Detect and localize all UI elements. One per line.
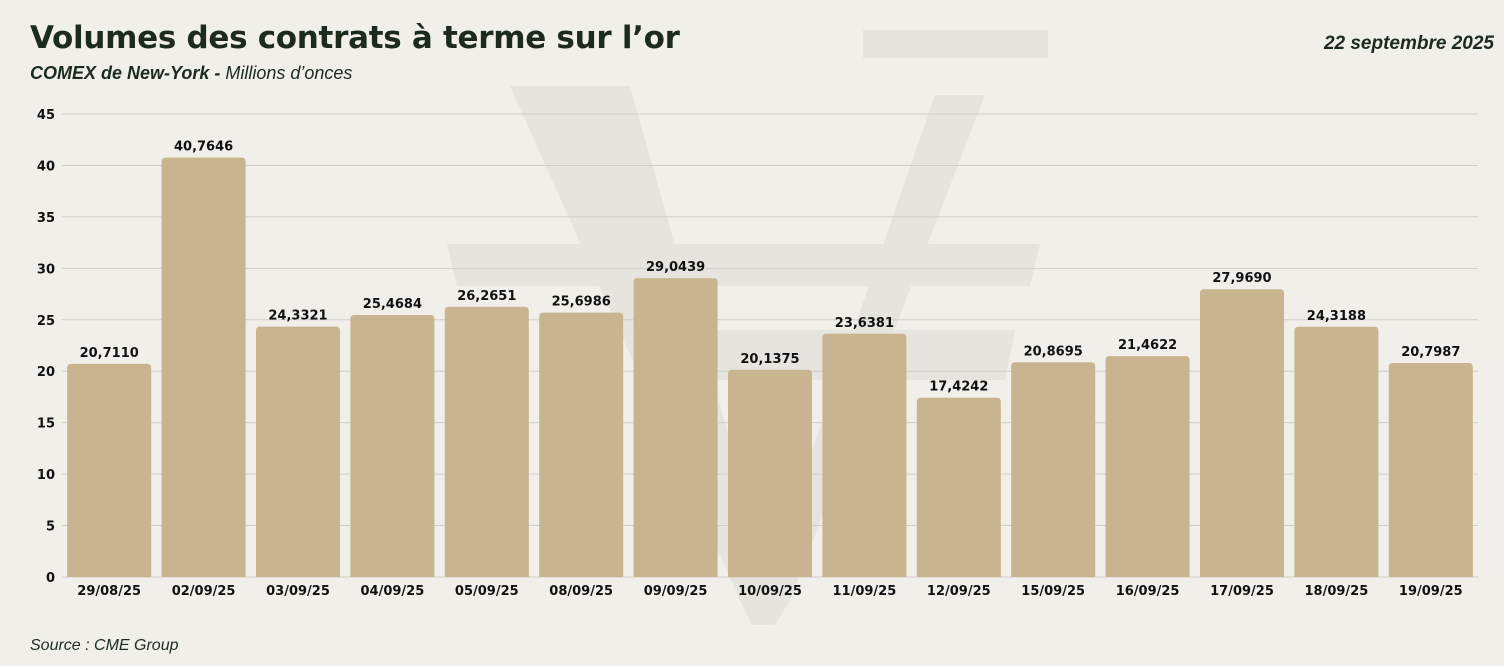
x-tick-label: 29/08/25 — [77, 584, 141, 599]
x-axis-ticks: 29/08/25 02/09/25 03/09/25 04/09/25 05/09/25… — [77, 584, 1462, 599]
bar — [67, 363, 152, 577]
data-label: 20,8695 — [1024, 344, 1083, 359]
data-label: 20,7987 — [1401, 345, 1460, 360]
data-label: 27,9690 — [1212, 271, 1271, 286]
bar — [539, 312, 624, 577]
report-date: 22 septembre 2025 — [1323, 33, 1494, 54]
bars — [67, 157, 1473, 577]
x-tick-label: 19/09/25 — [1399, 584, 1463, 599]
data-label: 25,6986 — [552, 295, 611, 310]
data-label: 20,1375 — [740, 352, 799, 367]
chart-subtitle: COMEX de New-York - Millions d’onces — [30, 63, 352, 84]
y-axis-ticks: 0 5 10 15 20 25 30 35 40 45 — [37, 108, 55, 586]
y-tick-label: 25 — [37, 314, 55, 329]
x-tick-label: 15/09/25 — [1021, 584, 1085, 599]
source-note: Source : CME Group — [30, 637, 179, 654]
subtitle-unit: Millions d’onces — [220, 63, 353, 83]
data-labels: 20,7110 40,7646 24,3321 25,4684 26,2651 25,69… — [80, 140, 1461, 395]
data-label: 25,4684 — [363, 297, 422, 312]
bar — [161, 157, 246, 577]
x-tick-label: 02/09/25 — [172, 584, 236, 599]
bar — [255, 326, 341, 577]
data-label: 21,4622 — [1118, 338, 1177, 353]
data-label: 26,2651 — [457, 289, 516, 304]
subtitle-market: COMEX de New-York - — [30, 63, 221, 83]
bar — [1294, 326, 1379, 577]
bar — [822, 333, 907, 577]
bar — [444, 306, 529, 577]
y-tick-label: 35 — [37, 211, 55, 226]
y-tick-label: 10 — [37, 468, 55, 483]
x-tick-label: 03/09/25 — [266, 584, 330, 599]
bar — [350, 314, 435, 577]
bar — [1011, 362, 1096, 577]
bar — [1388, 363, 1473, 577]
x-tick-label: 18/09/25 — [1305, 584, 1369, 599]
bar — [727, 369, 813, 577]
data-label: 24,3321 — [268, 309, 327, 324]
x-tick-label: 05/09/25 — [455, 584, 519, 599]
y-tick-label: 20 — [37, 365, 55, 380]
y-tick-label: 30 — [37, 262, 55, 277]
x-tick-label: 10/09/25 — [738, 584, 802, 599]
data-label: 40,7646 — [174, 140, 233, 155]
data-label: 29,0439 — [646, 260, 705, 275]
x-tick-label: 11/09/25 — [833, 584, 897, 599]
x-tick-label: 04/09/25 — [361, 584, 425, 599]
y-tick-label: 5 — [46, 520, 55, 535]
x-tick-label: 09/09/25 — [644, 584, 708, 599]
y-tick-label: 40 — [37, 159, 55, 174]
x-tick-label: 08/09/25 — [549, 584, 613, 599]
bar — [916, 397, 1001, 577]
bar — [633, 278, 718, 577]
y-tick-label: 0 — [46, 571, 55, 586]
x-tick-label: 17/09/25 — [1210, 584, 1274, 599]
y-tick-label: 45 — [37, 108, 55, 123]
data-label: 24,3188 — [1307, 309, 1366, 324]
x-tick-label: 16/09/25 — [1116, 584, 1180, 599]
data-label: 17,4242 — [929, 380, 988, 395]
data-label: 23,6381 — [835, 316, 894, 331]
x-tick-label: 12/09/25 — [927, 584, 991, 599]
chart-title: Volumes des contrats à terme sur l’or — [30, 20, 680, 56]
y-tick-label: 15 — [37, 417, 55, 432]
data-label: 20,7110 — [80, 346, 139, 361]
bar — [1105, 356, 1190, 577]
bar — [1199, 289, 1285, 577]
